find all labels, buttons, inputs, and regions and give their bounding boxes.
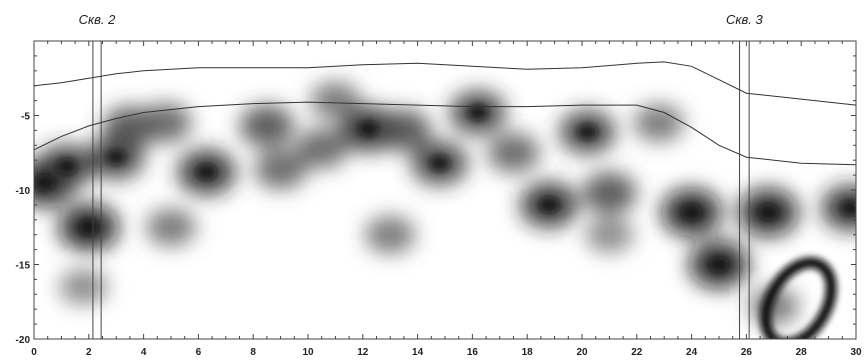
anomaly-core-0	[34, 174, 55, 191]
x-tick-label-8: 16	[467, 347, 479, 358]
anomaly-core-24	[681, 204, 702, 221]
anomaly-core-17	[467, 104, 488, 121]
x-tick-label-9: 18	[522, 347, 534, 358]
horizon-line-1	[34, 101, 856, 166]
well-label-1: Скв. 3	[726, 12, 764, 27]
anomaly-core-2	[78, 219, 99, 236]
y-axis: -5 -10 -15 -20	[16, 40, 856, 346]
plot-frame	[33, 40, 857, 340]
x-tick-label-2: 4	[141, 347, 147, 358]
anomaly-core-20	[577, 123, 598, 140]
anomaly-6	[139, 102, 192, 143]
x-tick-label-3: 6	[196, 347, 202, 358]
x-tick-label-12: 24	[686, 347, 698, 358]
anomaly-22	[585, 216, 634, 253]
y-tick-label-0: -5	[21, 112, 30, 123]
anomaly-14	[376, 109, 431, 152]
x-tick-label-7: 14	[412, 347, 424, 358]
anomaly-core-4	[106, 149, 127, 166]
x-tick-label-11: 22	[631, 347, 643, 358]
resistivity-heatmap	[34, 81, 856, 339]
anomaly-3	[59, 268, 108, 305]
horizon-line-0	[34, 61, 856, 106]
x-tick-label-1: 2	[86, 347, 92, 358]
anomaly-9	[239, 104, 294, 147]
anomaly-23	[633, 103, 684, 142]
y-tick-label-2: -15	[16, 261, 31, 272]
anomaly-core-25	[709, 256, 729, 273]
anomaly-core-1	[56, 158, 77, 175]
anomaly-core-7	[196, 164, 217, 181]
anomaly-core-28	[840, 199, 856, 216]
anomaly-18	[487, 132, 540, 173]
anomaly-21	[582, 171, 637, 214]
ring-anomaly	[760, 257, 837, 339]
y-tick-label-3: -20	[16, 335, 31, 346]
anomaly-10	[254, 149, 307, 190]
anomaly-28	[821, 184, 856, 231]
anomaly-core-19	[539, 196, 560, 213]
x-tick-label-15: 30	[850, 347, 862, 358]
anomaly-12	[310, 81, 361, 120]
x-tick-label-4: 8	[250, 347, 256, 358]
anomaly-11	[295, 128, 348, 169]
x-tick-label-5: 10	[302, 347, 314, 358]
anomaly-core-13	[358, 120, 379, 137]
x-tick-label-13: 26	[741, 347, 753, 358]
x-tick-label-0: 0	[31, 347, 37, 358]
anomaly-16	[365, 215, 416, 254]
horizon-lines	[34, 61, 856, 166]
anomaly-core-26	[758, 204, 779, 221]
x-tick-label-10: 20	[576, 347, 588, 358]
well-label-0: Скв. 2	[79, 12, 117, 27]
x-axis: 0 2 4 6 8 10 12 14 16 18 20 22 24 26 28 30	[31, 41, 862, 358]
well-column-1	[739, 40, 750, 340]
x-tick-label-6: 12	[357, 347, 369, 358]
y-tick-label-1: -10	[16, 186, 31, 197]
x-tick-label-14: 28	[796, 347, 808, 358]
anomaly-core-15	[429, 155, 450, 172]
anomaly-8	[146, 208, 196, 247]
